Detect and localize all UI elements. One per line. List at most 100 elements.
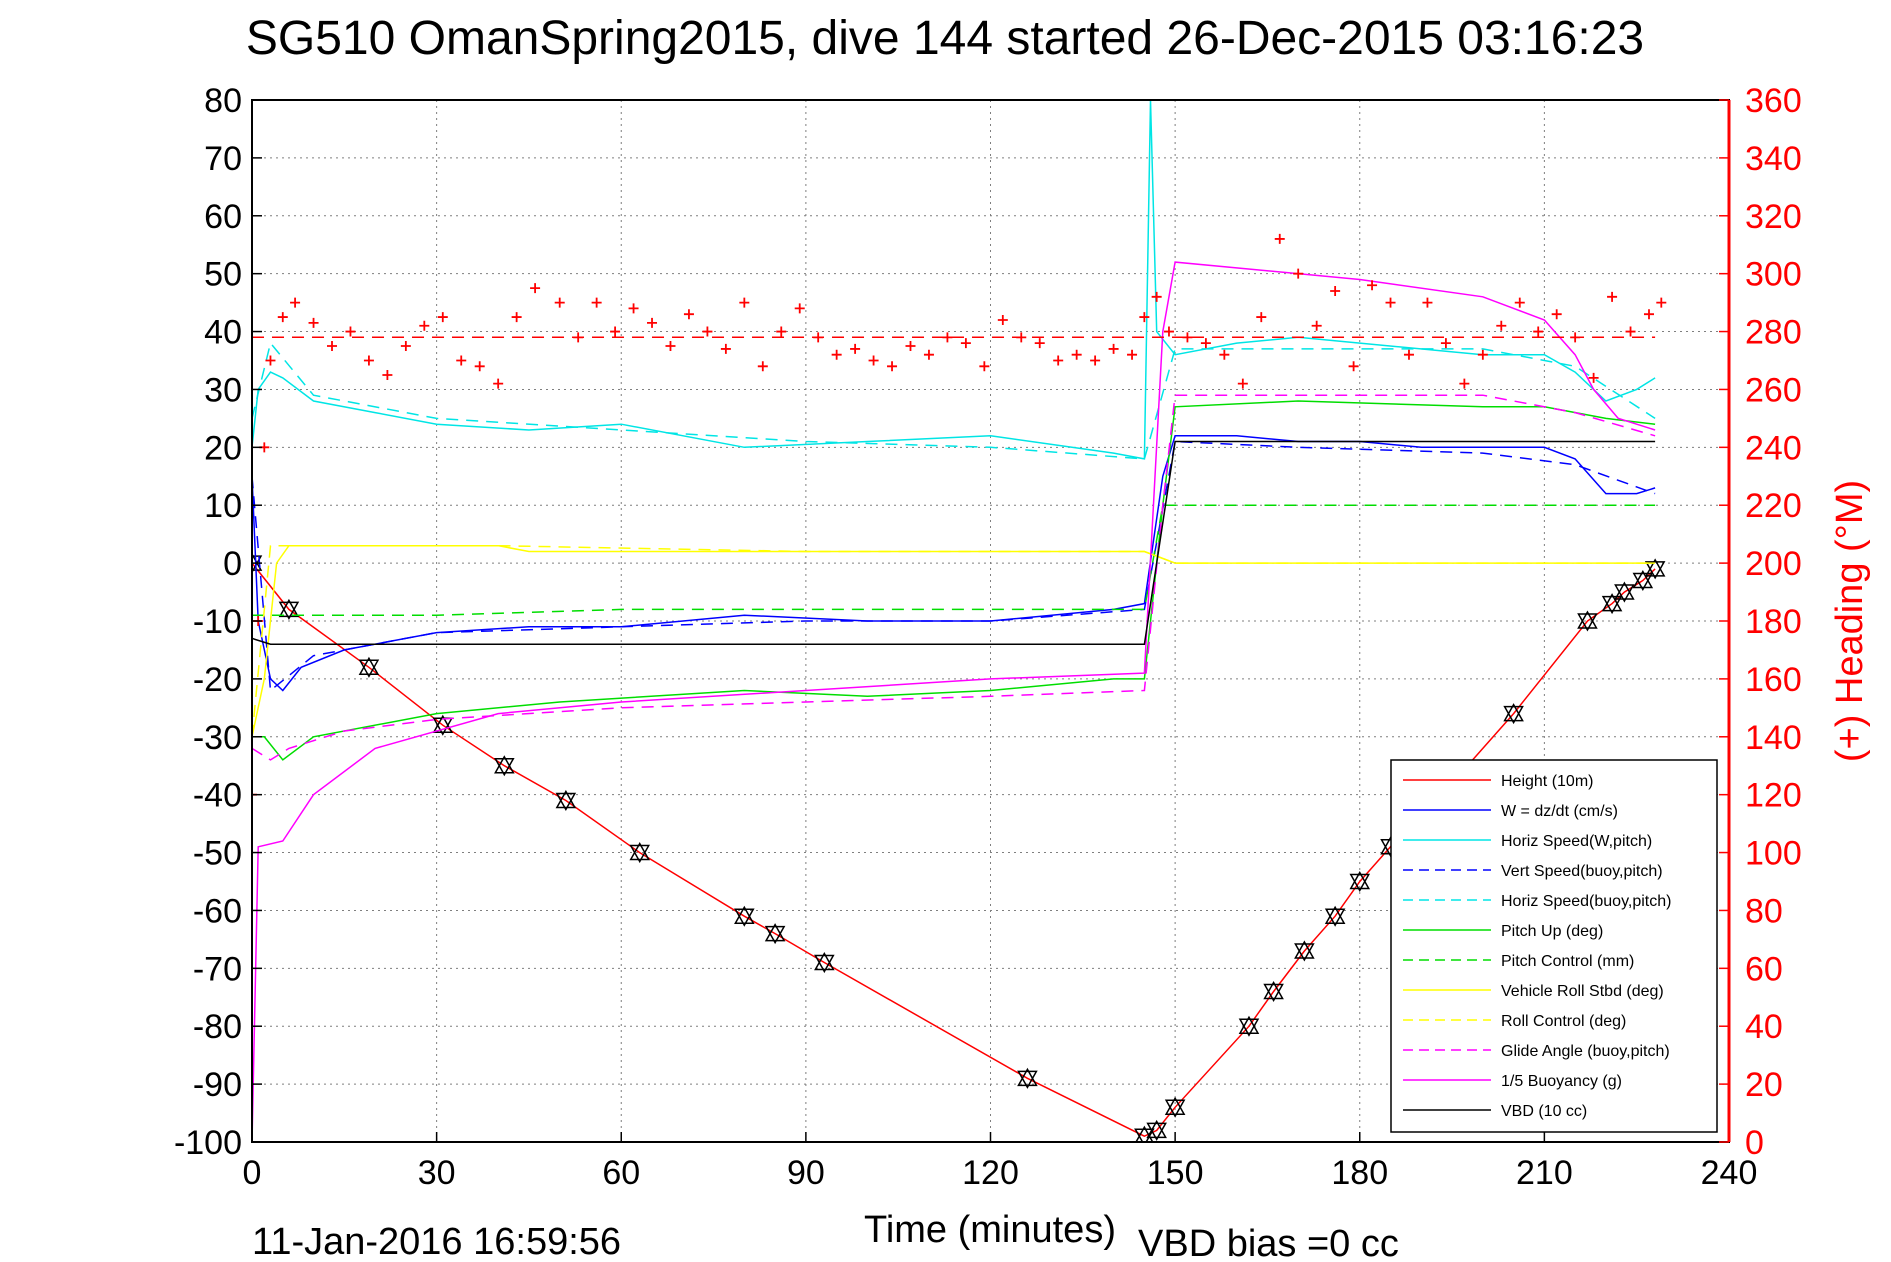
x-axis-label: Time (minutes) xyxy=(864,1209,1116,1251)
height-marker xyxy=(1644,561,1666,580)
y-tick-label: 20 xyxy=(204,429,242,467)
series-layer xyxy=(252,100,1667,1142)
heading-point xyxy=(554,297,565,308)
heading-point xyxy=(610,326,621,337)
series-line xyxy=(252,100,1656,460)
y-tick-label: 60 xyxy=(204,198,242,236)
heading-point xyxy=(905,341,916,352)
legend-label: Pitch Up (deg) xyxy=(1501,923,1603,940)
heading-point xyxy=(979,361,990,372)
right-tick-label: 280 xyxy=(1745,314,1802,352)
x-axis-ticks: 0 30 60 90 120 150 180 210 240 xyxy=(243,1132,1757,1192)
heading-point xyxy=(1459,378,1470,389)
heading-point xyxy=(665,341,676,352)
height-marker xyxy=(1164,1096,1186,1116)
y-tick-label: -50 xyxy=(193,835,242,873)
height-marker xyxy=(358,656,380,676)
height-marker xyxy=(1324,905,1346,924)
right-tick-label: 340 xyxy=(1745,140,1802,178)
x-tick-label: 120 xyxy=(962,1154,1019,1192)
height-marker xyxy=(1601,595,1623,615)
heading-point xyxy=(960,338,971,349)
heading-point xyxy=(1090,355,1101,366)
height-marker xyxy=(252,552,263,571)
heading-point xyxy=(1200,338,1211,349)
height-marker xyxy=(1349,873,1371,893)
heading-point xyxy=(1385,297,1396,308)
height-marker xyxy=(494,757,515,777)
x-tick-label: 150 xyxy=(1147,1154,1204,1192)
height-marker xyxy=(1632,572,1654,592)
series-6 xyxy=(252,504,1656,616)
heading-point xyxy=(277,312,288,323)
height-marker xyxy=(629,842,650,861)
heading-point xyxy=(382,369,393,380)
height-marker xyxy=(1632,569,1654,589)
heading-point xyxy=(1127,349,1138,360)
height-marker xyxy=(1146,1122,1167,1141)
legend-box xyxy=(1390,759,1718,1133)
right-tick-label: 140 xyxy=(1745,719,1802,757)
heading-point xyxy=(1293,268,1304,279)
heading-point xyxy=(887,361,898,372)
height-marker xyxy=(629,844,650,864)
heading-point xyxy=(1348,361,1359,372)
heading-point xyxy=(739,297,750,308)
heading-point xyxy=(850,343,861,354)
right-tick-label: 260 xyxy=(1745,371,1802,409)
heading-point xyxy=(511,312,522,323)
right-tick-label: 300 xyxy=(1745,256,1802,294)
y-tick-label: 10 xyxy=(204,487,242,525)
heading-point xyxy=(530,283,541,294)
series-9 xyxy=(252,394,1656,761)
heading-point xyxy=(1108,343,1119,354)
series-line xyxy=(252,440,1656,692)
heading-point xyxy=(1053,355,1064,366)
legend: Height (10m) W = dz/dt (cm/s) Horiz Speed(… xyxy=(1390,759,1718,1133)
y-tick-label: -90 xyxy=(193,1066,242,1104)
legend-label: Horiz Speed(buoy,pitch) xyxy=(1501,893,1671,910)
y-tick-label: -30 xyxy=(193,719,242,757)
height-marker xyxy=(555,792,577,811)
heading-point xyxy=(683,309,694,320)
height-marker xyxy=(1263,980,1284,1000)
heading-point xyxy=(1256,312,1267,323)
height-marker xyxy=(1238,1018,1260,1037)
legend-label: Roll Control (deg) xyxy=(1501,1013,1626,1030)
heading-point xyxy=(1625,326,1636,337)
series-12 xyxy=(252,233,1667,800)
height-marker xyxy=(1503,705,1524,725)
y-tick-label: 30 xyxy=(204,371,242,409)
heading-point xyxy=(831,349,842,360)
heading-point xyxy=(1163,326,1174,337)
series-4 xyxy=(252,341,1656,460)
height-marker xyxy=(1577,610,1598,629)
x-tick-label: 180 xyxy=(1331,1154,1388,1192)
heading-point xyxy=(1514,297,1525,308)
heading-point xyxy=(1034,338,1045,349)
heading-point xyxy=(1533,326,1544,337)
height-marker xyxy=(1614,584,1635,603)
chart-title: SG510 OmanSpring2015, dive 144 started 2… xyxy=(246,12,1644,65)
height-marker xyxy=(1164,1099,1186,1118)
heading-point xyxy=(400,341,411,352)
right-tick-label: 360 xyxy=(1745,82,1802,120)
legend-label: 1/5 Buoyancy (g) xyxy=(1501,1073,1622,1090)
heading-point xyxy=(1274,233,1285,244)
right-tick-label: 20 xyxy=(1745,1066,1783,1104)
y-tick-label: 70 xyxy=(204,140,242,178)
y-tick-label: -40 xyxy=(193,777,242,815)
height-marker xyxy=(764,923,786,942)
heading-point xyxy=(1151,291,1162,302)
heading-point xyxy=(474,361,485,372)
right-tick-label: 200 xyxy=(1745,545,1802,583)
heading-point xyxy=(1311,320,1322,331)
footer-vbd-bias: VBD bias =0 cc xyxy=(1138,1223,1399,1262)
y-axis-ticks: 80 70 60 50 40 30 20 10 0 -10 -20 -30 -40 -50 -60 -70 -8… xyxy=(174,82,262,1162)
series-10 xyxy=(252,261,1656,1142)
heading-point xyxy=(1656,297,1667,308)
heading-point xyxy=(1071,349,1082,360)
height-marker xyxy=(814,952,835,971)
heading-point xyxy=(308,317,319,328)
heading-point xyxy=(345,326,356,337)
